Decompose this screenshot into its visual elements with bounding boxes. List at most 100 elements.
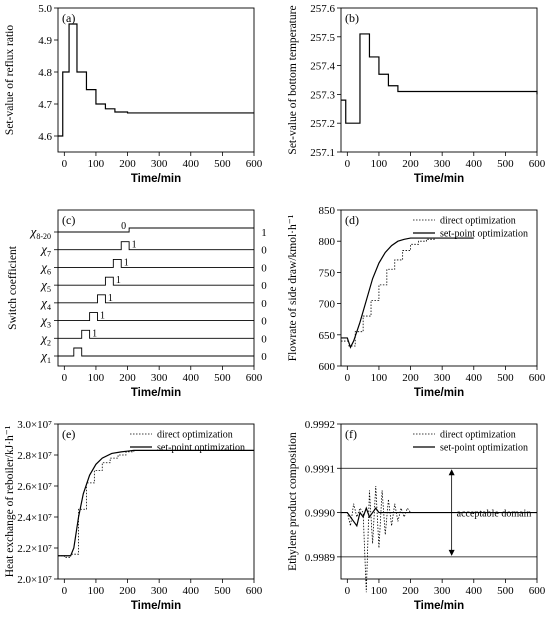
legend-label: set-point optimization <box>440 229 528 240</box>
y-tick-label: 257.1 <box>310 147 335 159</box>
x-axis-label: Time/min <box>414 387 464 399</box>
series-line-1 <box>341 237 474 347</box>
plot-frame <box>57 7 255 153</box>
y-tick-label: 4.7 <box>38 99 52 111</box>
y-tick-label: 257.5 <box>310 32 335 44</box>
series-line-2 <box>58 449 254 557</box>
switch-line-2 <box>58 241 254 251</box>
series-line-2 <box>341 506 537 528</box>
y-tick-label: 0.9990 <box>305 508 336 520</box>
series-line-1 <box>58 23 254 137</box>
y-tick-label: 4.8 <box>38 67 52 79</box>
x-tick-label: 500 <box>497 372 514 384</box>
row-right-value: 0 <box>261 351 267 363</box>
panel-b: 0 100 200 300 400 500 600 Time/min (b) 257.1 257.2… <box>287 3 546 185</box>
x-tick-label: 100 <box>88 372 105 384</box>
x-tick-label: 300 <box>151 158 168 170</box>
y-axis-label: Flowrate of side draw/kmol·h⁻¹ <box>287 214 299 361</box>
plot-frame <box>57 423 255 580</box>
x-tick-label: 600 <box>529 158 546 170</box>
switch-line-3 <box>58 258 254 268</box>
x-tick-label: 600 <box>246 158 263 170</box>
domain-arrow-head-up <box>448 469 455 476</box>
x-tick-label: 500 <box>214 158 231 170</box>
row-label: χ4 <box>39 295 51 312</box>
panel-e: 0 100 200 300 400 500 600 Time/min (e) 2.0×10⁷ 2.2… <box>4 419 263 612</box>
y-tick-label: 600 <box>319 361 336 373</box>
legend-label: set-point optimization <box>157 443 245 454</box>
switch-line-5 <box>58 294 254 304</box>
row-label-symbol: χ <box>39 313 47 328</box>
x-tick-label: 100 <box>371 158 388 170</box>
y-axis-label: Ethylene product composition <box>287 432 299 571</box>
panel-d: 0 100 200 300 400 500 600 Time/min (d) 600 650 700 7… <box>287 205 546 399</box>
y-tick-label: 2.8×10⁷ <box>17 450 52 462</box>
row-label-symbol: χ <box>39 259 47 274</box>
row-label-symbol: χ <box>39 330 47 345</box>
x-tick-label: 200 <box>119 585 136 597</box>
panel-label: (e) <box>62 427 75 441</box>
legend-label: direct optimization <box>157 430 233 441</box>
x-tick-label: 400 <box>466 585 483 597</box>
row-mark: 1 <box>92 328 97 339</box>
row-zero-mark: 0 <box>121 221 126 232</box>
row-mark: 1 <box>116 275 121 286</box>
x-tick-label: 100 <box>371 372 388 384</box>
y-tick-label: 0.9989 <box>305 552 336 564</box>
x-tick-label: 0 <box>345 372 351 384</box>
y-axis-label: Set-value of reflux ratio <box>4 25 16 135</box>
panel-label: (c) <box>62 213 75 227</box>
y-tick-label: 4.6 <box>38 131 52 143</box>
y-tick-label: 257.2 <box>310 118 335 130</box>
x-tick-label: 0 <box>62 372 68 384</box>
series-line-2 <box>341 237 474 349</box>
panel-label: (d) <box>345 213 359 227</box>
plot-frame <box>340 209 538 367</box>
x-tick-label: 100 <box>371 585 388 597</box>
x-tick-label: 600 <box>246 372 263 384</box>
row-right-value: 0 <box>261 316 267 328</box>
x-tick-label: 0 <box>345 585 351 597</box>
x-tick-label: 500 <box>214 585 231 597</box>
y-tick-label: 0.9991 <box>305 463 335 475</box>
switch-line-4 <box>58 276 254 286</box>
row-label-index: 8-20 <box>36 232 51 241</box>
switch-line-1 <box>58 227 254 233</box>
row-label-index: 3 <box>47 321 51 330</box>
x-tick-label: 500 <box>497 158 514 170</box>
x-axis-label: Time/min <box>131 173 181 185</box>
x-tick-label: 300 <box>434 158 451 170</box>
plot-frame <box>340 423 538 580</box>
y-tick-label: 257.4 <box>310 61 335 73</box>
row-label: χ1 <box>39 348 51 365</box>
y-axis-label: Set-value of bottom temperature <box>287 5 299 154</box>
x-axis-label: Time/min <box>414 173 464 185</box>
panel-label: (f) <box>345 427 357 441</box>
row-label: χ2 <box>39 330 51 347</box>
y-tick-label: 257.3 <box>310 89 335 101</box>
series-line-1 <box>341 485 449 593</box>
row-label-index: 5 <box>47 285 51 294</box>
y-tick-label: 4.9 <box>38 35 52 47</box>
x-tick-label: 200 <box>402 585 419 597</box>
row-right-value: 1 <box>261 227 267 239</box>
x-tick-label: 300 <box>434 585 451 597</box>
row-label-index: 6 <box>47 267 51 276</box>
row-label: χ3 <box>39 313 51 330</box>
y-tick-label: 257.6 <box>310 3 335 15</box>
y-tick-label: 750 <box>319 267 336 279</box>
row-mark: 1 <box>108 293 113 304</box>
panel-a: 0 100 200 300 400 500 600 Time/min (a) 4.6 4.7 4.8 4… <box>4 3 263 185</box>
row-right-value: 0 <box>261 245 267 257</box>
x-axis-label: Time/min <box>131 387 181 399</box>
row-label: χ6 <box>39 259 51 276</box>
x-tick-label: 200 <box>402 372 419 384</box>
x-tick-label: 500 <box>214 372 231 384</box>
x-tick-label: 200 <box>119 372 136 384</box>
row-right-value: 0 <box>261 298 267 310</box>
series-line-1 <box>58 449 254 558</box>
plot-frame <box>340 7 538 153</box>
legend-label: direct optimization <box>440 216 516 227</box>
x-tick-label: 200 <box>402 158 419 170</box>
